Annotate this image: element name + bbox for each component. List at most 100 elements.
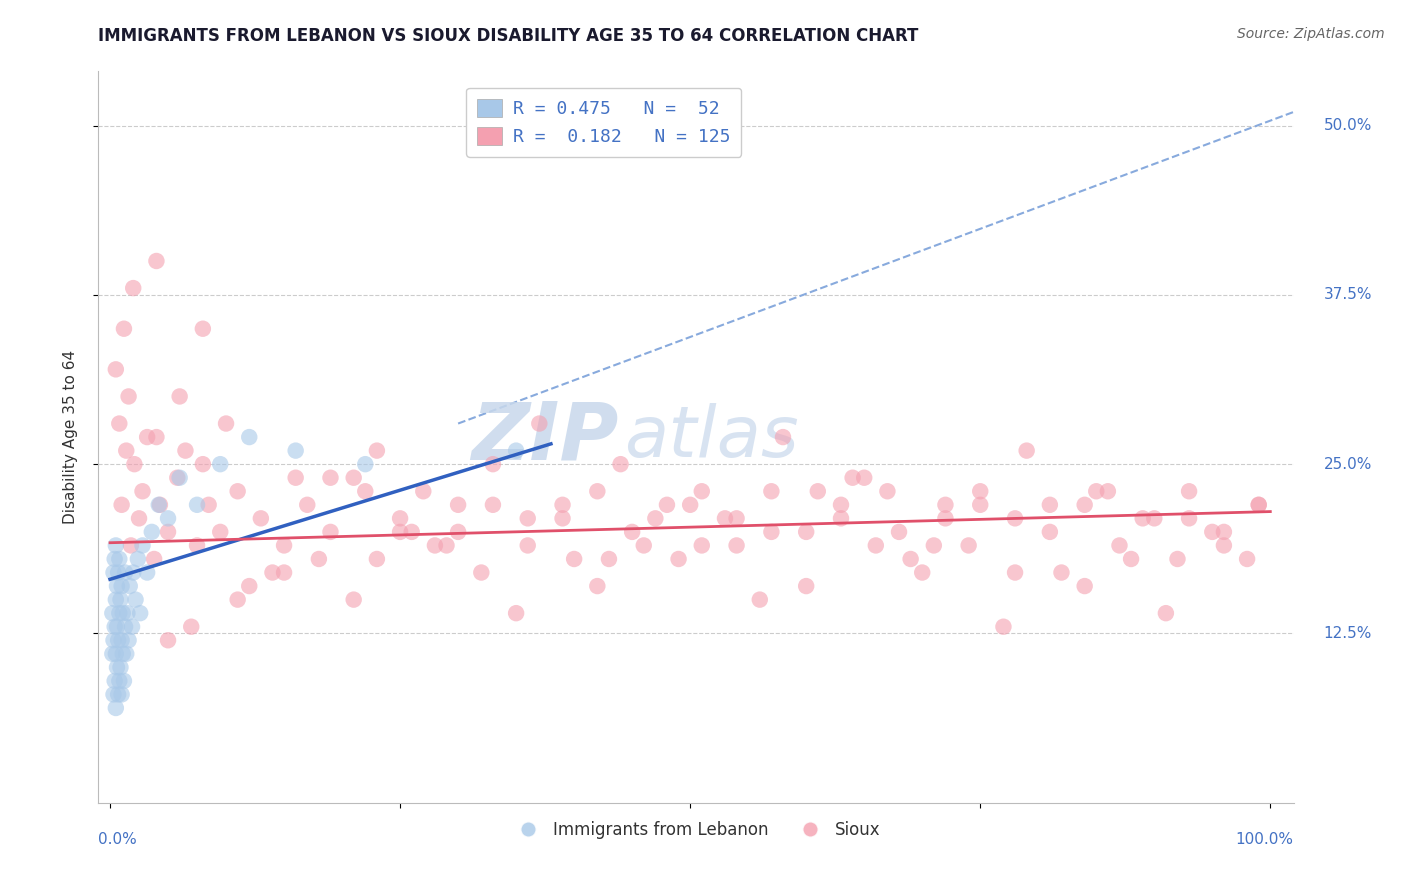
Point [117,633,139,648]
Point [725,511,748,525]
Point [143,552,166,566]
Point [157,524,180,539]
Point [830,511,852,525]
Point [108,606,131,620]
Point [1050,566,1073,580]
Point [107,688,129,702]
Point [609,457,631,471]
Point [209,524,232,539]
Text: Source: ZipAtlas.com: Source: ZipAtlas.com [1237,27,1385,41]
Point [111,498,134,512]
Point [284,443,307,458]
Point [1073,498,1095,512]
Point [551,511,574,525]
Point [141,524,163,539]
Point [262,566,284,580]
Point [169,389,191,403]
Point [103,688,125,702]
Text: ZIP: ZIP [471,398,619,476]
Point [343,592,366,607]
Point [103,633,125,648]
Point [118,579,141,593]
Point [108,673,131,688]
Point [191,457,214,471]
Point [105,579,128,593]
Point [1004,511,1026,525]
Point [180,620,202,634]
Point [319,524,342,539]
Point [725,538,748,552]
Point [308,552,330,566]
Point [112,673,135,688]
Point [529,417,551,431]
Point [389,524,412,539]
Point [1097,484,1119,499]
Point [104,701,127,715]
Point [186,498,208,512]
Point [516,511,538,525]
Legend: Immigrants from Lebanon, Sioux: Immigrants from Lebanon, Sioux [505,814,887,846]
Point [841,471,863,485]
Point [1201,524,1223,539]
Point [129,606,152,620]
Point [238,430,260,444]
Point [830,498,852,512]
Point [621,524,644,539]
Point [117,389,139,403]
Point [128,511,150,525]
Point [551,498,574,512]
Point [111,633,134,648]
Point [482,498,505,512]
Point [101,647,124,661]
Point [436,538,458,552]
Point [1085,484,1108,499]
Point [226,592,249,607]
Point [110,660,132,674]
Point [911,566,934,580]
Point [104,673,127,688]
Point [186,538,208,552]
Point [586,579,609,593]
Point [633,538,655,552]
Point [121,620,143,634]
Point [354,484,377,499]
Point [423,538,446,552]
Point [957,538,980,552]
Point [969,484,991,499]
Point [447,498,470,512]
Point [562,552,585,566]
Point [505,443,527,458]
Point [853,471,876,485]
Point [1154,606,1177,620]
Point [104,620,127,634]
Point [104,538,127,552]
Point [366,443,388,458]
Point [104,647,127,661]
Point [761,484,783,499]
Point [115,443,138,458]
Point [1143,511,1166,525]
Point [273,566,295,580]
Point [120,538,142,552]
Point [107,633,129,648]
Point [111,688,134,702]
Point [482,457,505,471]
Point [112,322,135,336]
Point [149,498,172,512]
Point [209,457,232,471]
Point [934,511,956,525]
Point [319,471,342,485]
Point [690,538,713,552]
Point [104,552,127,566]
Text: atlas: atlas [624,402,799,472]
Point [934,498,956,512]
Point [748,592,770,607]
Point [111,647,134,661]
Point [104,592,127,607]
Point [516,538,538,552]
Point [110,592,132,607]
Text: 0.0%: 0.0% [98,832,138,847]
Point [1132,511,1154,525]
Point [761,524,783,539]
Point [284,471,307,485]
